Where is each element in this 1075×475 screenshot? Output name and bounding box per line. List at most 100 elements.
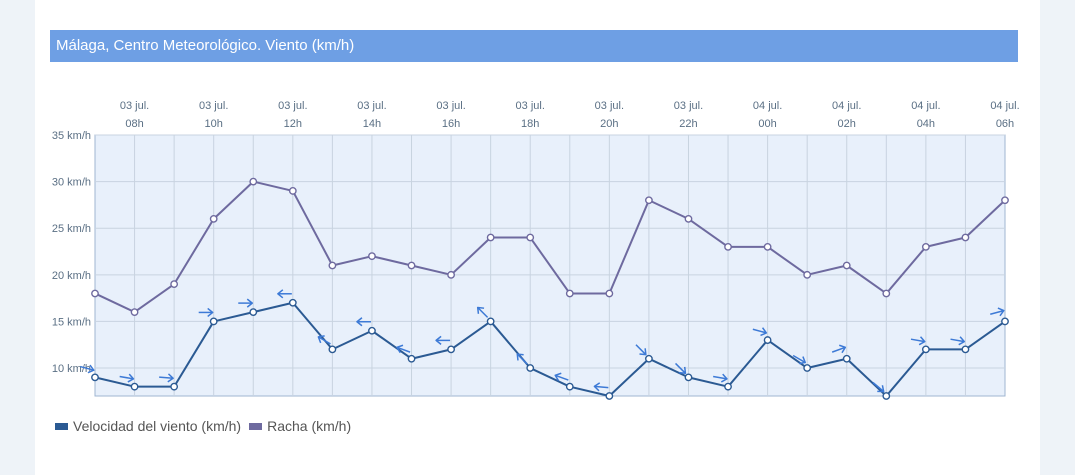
- wind-point[interactable]: [645, 354, 653, 363]
- wind-arrow-icon: [198, 307, 214, 318]
- gust-point[interactable]: [882, 289, 891, 298]
- legend-label-wind: Velocidad del viento (km/h): [73, 418, 242, 434]
- wind-point[interactable]: [921, 345, 930, 354]
- y-axis-ticks: 35 km/h 30 km/h 25 km/h 20 km/h 15 km/h 10 km…: [52, 130, 91, 375]
- wind-point[interactable]: [288, 298, 297, 307]
- gust-point[interactable]: [249, 177, 258, 186]
- wind-point[interactable]: [565, 382, 574, 391]
- gust-point[interactable]: [724, 242, 732, 251]
- wind-point[interactable]: [842, 354, 851, 363]
- x-tick-hour: 00h: [758, 118, 776, 130]
- x-tick-date: 04 jul.: [753, 100, 782, 112]
- wind-arrow-icon: [317, 335, 331, 345]
- wind-point[interactable]: [368, 326, 376, 335]
- x-tick-date: 03 jul.: [595, 100, 624, 112]
- gust-point[interactable]: [605, 289, 614, 298]
- y-tick-label: 15 km/h: [52, 316, 91, 328]
- gust-point[interactable]: [447, 270, 455, 279]
- wind-arrow-icon: [635, 344, 647, 356]
- legend-swatch-wind: [55, 422, 68, 430]
- x-tick-date: 03 jul.: [436, 100, 465, 112]
- wind-arrow-icon: [674, 362, 687, 375]
- wind-arrow-icon: [554, 372, 569, 382]
- gust-point[interactable]: [1001, 196, 1009, 205]
- x-tick-date: 03 jul.: [199, 100, 228, 112]
- wind-arrow-icon: [396, 344, 411, 354]
- wind-arrow-icon: [119, 373, 135, 383]
- gust-point[interactable]: [803, 270, 812, 279]
- gust-point[interactable]: [921, 242, 930, 251]
- wind-arrow-icon: [910, 336, 926, 346]
- gust-point[interactable]: [328, 261, 337, 270]
- y-tick-label: 10 km/h: [52, 363, 91, 375]
- wind-arrow-icon: [277, 289, 292, 299]
- wind-arrow-icon: [752, 327, 768, 337]
- gust-point[interactable]: [130, 308, 139, 317]
- gust-point[interactable]: [645, 196, 653, 205]
- gust-point[interactable]: [526, 233, 535, 242]
- x-tick-date: 03 jul.: [674, 100, 703, 112]
- wind-point[interactable]: [170, 382, 179, 391]
- gust-point[interactable]: [170, 280, 179, 289]
- wind-arrow-icon: [435, 335, 451, 345]
- gust-point[interactable]: [407, 261, 416, 270]
- wind-arrow-icon: [356, 317, 371, 327]
- x-tick-hour: 16h: [442, 118, 460, 130]
- y-tick-label: 35 km/h: [52, 130, 91, 142]
- series-wind[interactable]: [91, 298, 1009, 400]
- x-tick-hour: 14h: [363, 118, 381, 130]
- gust-point[interactable]: [763, 242, 772, 251]
- gust-point[interactable]: [209, 214, 218, 223]
- series-gust[interactable]: [91, 177, 1009, 317]
- x-tick-date: 04 jul.: [911, 100, 940, 112]
- x-tick-hour: 10h: [205, 118, 223, 130]
- gust-point[interactable]: [368, 252, 376, 261]
- gust-point[interactable]: [842, 261, 851, 270]
- gust-point[interactable]: [684, 214, 693, 223]
- wind-arrow-icon: [713, 373, 728, 383]
- x-tick-date: 04 jul.: [990, 100, 1019, 112]
- gust-point[interactable]: [288, 187, 297, 195]
- wind-point[interactable]: [684, 373, 693, 382]
- gust-point[interactable]: [91, 289, 99, 298]
- wind-arrow-icon: [238, 298, 254, 308]
- wind-line: [94, 301, 1006, 397]
- x-tick-hour: 06h: [996, 118, 1014, 130]
- wind-point[interactable]: [882, 392, 891, 400]
- x-tick-date: 03 jul.: [120, 100, 149, 112]
- wind-point[interactable]: [249, 308, 258, 317]
- x-tick-date: 03 jul.: [278, 100, 307, 112]
- wind-arrow-icon: [831, 344, 847, 354]
- legend-swatch-gust: [249, 422, 263, 430]
- wind-point[interactable]: [763, 336, 772, 344]
- legend-item-gust[interactable]: Racha (km/h): [249, 418, 351, 434]
- wind-point[interactable]: [1001, 317, 1009, 326]
- x-tick-hour: 08h: [125, 118, 143, 130]
- wind-arrow-icon: [593, 382, 609, 392]
- wind-point[interactable]: [130, 382, 139, 391]
- legend: Velocidad del viento (km/h) Racha (km/h): [55, 416, 359, 436]
- x-tick-hour: 12h: [284, 118, 302, 130]
- wind-arrow-icon: [990, 307, 1005, 317]
- wind-point[interactable]: [209, 317, 218, 326]
- wind-point[interactable]: [328, 345, 337, 354]
- wind-point[interactable]: [91, 373, 99, 382]
- wind-point[interactable]: [605, 392, 614, 400]
- gust-point[interactable]: [486, 233, 495, 242]
- x-tick-hour: 20h: [600, 118, 618, 130]
- wind-point[interactable]: [961, 345, 970, 354]
- x-tick-hour: 22h: [679, 118, 697, 130]
- chart-title: Málaga, Centro Meteorológico. Viento (km…: [50, 30, 1018, 62]
- wind-point[interactable]: [526, 364, 535, 372]
- y-tick-label: 25 km/h: [52, 223, 91, 235]
- wind-arrow-icon: [872, 381, 885, 393]
- wind-point[interactable]: [724, 382, 732, 391]
- gust-point[interactable]: [961, 233, 970, 242]
- legend-item-wind[interactable]: Velocidad del viento (km/h): [55, 418, 241, 434]
- gust-line: [94, 180, 1006, 314]
- wind-point[interactable]: [803, 364, 812, 372]
- wind-point[interactable]: [407, 354, 416, 363]
- wind-point[interactable]: [447, 345, 455, 354]
- wind-point[interactable]: [486, 317, 495, 326]
- gust-point[interactable]: [565, 289, 574, 298]
